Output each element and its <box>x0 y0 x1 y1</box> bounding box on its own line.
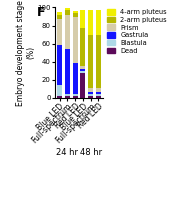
Bar <box>65 8 70 10</box>
Bar <box>88 96 93 98</box>
Bar <box>80 69 85 71</box>
Bar <box>57 85 62 96</box>
Bar <box>73 17 78 63</box>
Bar <box>57 15 62 19</box>
Bar <box>57 12 62 15</box>
Bar <box>73 63 78 94</box>
Bar <box>80 28 85 66</box>
Bar <box>57 96 62 98</box>
Bar <box>57 19 62 45</box>
Bar <box>57 45 62 85</box>
Bar <box>96 92 101 94</box>
Text: 24 hr: 24 hr <box>56 149 78 158</box>
Bar <box>73 94 78 96</box>
Text: 48 hr: 48 hr <box>80 149 102 158</box>
Bar <box>65 15 70 49</box>
Bar <box>65 96 70 98</box>
Bar <box>88 10 93 36</box>
Bar <box>88 92 93 94</box>
Bar <box>88 94 93 96</box>
Bar <box>80 73 85 98</box>
Bar <box>96 36 101 88</box>
Bar <box>96 96 101 98</box>
Bar <box>88 88 93 92</box>
Bar <box>80 71 85 73</box>
Bar <box>73 13 78 17</box>
Bar <box>65 10 70 15</box>
Bar <box>88 36 93 88</box>
Bar <box>96 10 101 36</box>
Bar <box>65 49 70 94</box>
Y-axis label: Embryo development stage
(%): Embryo development stage (%) <box>16 0 36 106</box>
Legend: 4-arm pluteus, 2-arm pluteus, Prism, Gastrula, Blastula, Dead: 4-arm pluteus, 2-arm pluteus, Prism, Gas… <box>107 9 167 54</box>
Bar <box>80 66 85 69</box>
Bar <box>96 88 101 92</box>
Text: F: F <box>36 6 45 19</box>
Bar <box>73 96 78 98</box>
Bar <box>80 10 85 28</box>
Bar <box>96 94 101 96</box>
Bar <box>65 94 70 96</box>
Bar <box>73 11 78 13</box>
